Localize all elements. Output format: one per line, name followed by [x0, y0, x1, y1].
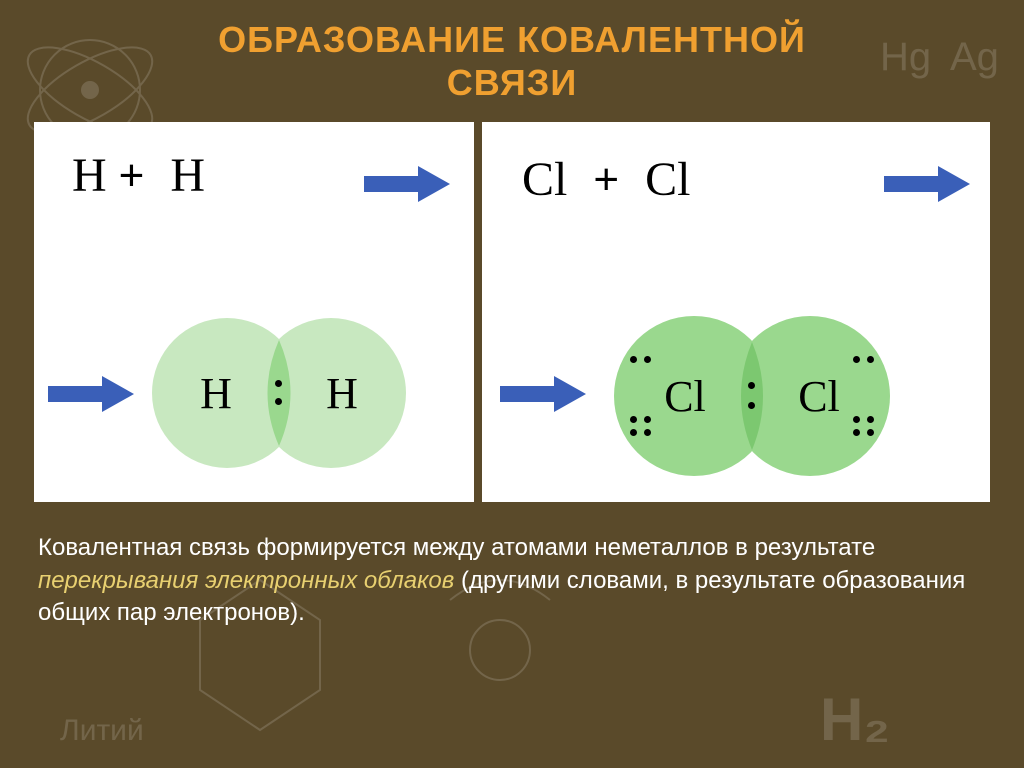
h2-molecule: H H — [152, 318, 406, 468]
svg-text:H₂: H₂ — [820, 686, 890, 753]
title-line-2: СВЯЗИ — [0, 61, 1024, 104]
orbital-overlap — [256, 340, 302, 446]
plus-sign: + — [593, 155, 619, 205]
arrow-icon — [48, 374, 134, 414]
cl-label: Cl — [664, 371, 706, 422]
h-label: H — [326, 368, 358, 419]
diagram-panels: H + H H H — [0, 114, 1024, 502]
title-line-1: ОБРАЗОВАНИЕ КОВАЛЕНТНОЙ — [0, 18, 1024, 61]
h-label: H — [200, 368, 232, 419]
cl-label: Cl — [798, 371, 840, 422]
desc-part1: Ковалентная связь формируется между атом… — [38, 534, 875, 561]
arrow-icon — [364, 164, 450, 204]
arrow-icon — [500, 374, 586, 414]
arrow-icon — [884, 164, 970, 204]
desc-highlight: перекрывания электронных облаков — [38, 567, 454, 594]
h-atom-1: H — [72, 148, 107, 203]
plus-sign: + — [119, 151, 145, 201]
panel-hydrogen: H + H H H — [34, 122, 474, 502]
cl-atom-1: Cl — [522, 152, 567, 207]
cl-atom-2: Cl — [645, 152, 690, 207]
cl-reactants: Cl + Cl — [522, 152, 690, 207]
orbital-overlap — [730, 342, 774, 450]
cl2-molecule: Cl Cl — [614, 316, 890, 476]
panel-chlorine: Cl + Cl Cl Cl — [482, 122, 990, 502]
slide-title: ОБРАЗОВАНИЕ КОВАЛЕНТНОЙ СВЯЗИ — [0, 0, 1024, 114]
h-atom-2: H — [156, 148, 205, 203]
svg-text:Литий: Литий — [60, 714, 144, 747]
description-text: Ковалентная связь формируется между атом… — [0, 502, 1024, 629]
h-reactants: H + H — [72, 148, 205, 203]
